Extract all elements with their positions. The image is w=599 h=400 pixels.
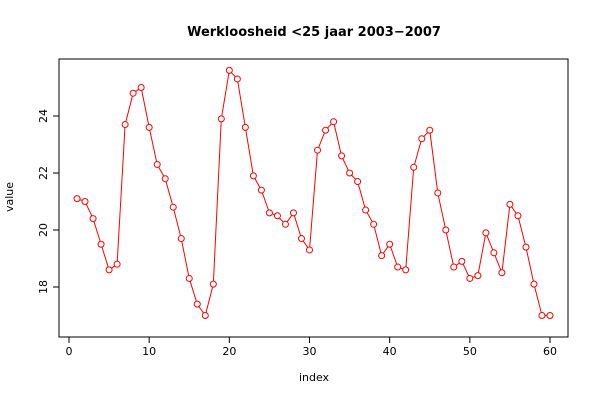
data-point (434, 189, 442, 197)
data-point (121, 121, 129, 129)
x-tick-label: 10 (142, 345, 156, 358)
x-axis: 0 10 20 30 40 50 60 (66, 336, 557, 358)
data-point (442, 226, 450, 234)
y-tick-label: 24 (37, 109, 50, 123)
data-point (490, 249, 498, 257)
data-point (81, 198, 89, 205)
data-point (506, 200, 514, 208)
data-point (450, 263, 458, 271)
data-point (113, 260, 121, 268)
data-point (410, 163, 418, 171)
x-tick-label: 40 (383, 345, 397, 358)
y-axis: 18 20 22 24 (37, 109, 60, 294)
data-point (458, 257, 466, 265)
x-tick-label: 60 (543, 345, 557, 358)
y-tick-label: 22 (37, 166, 50, 180)
chart-title: Werkloosheid <25 jaar 2003−2007 (187, 25, 441, 40)
data-point (105, 266, 113, 274)
data-point (522, 243, 530, 251)
data-point (370, 220, 378, 228)
data-point (530, 280, 538, 288)
data-point (249, 172, 257, 180)
data-point (402, 266, 410, 274)
data-point (418, 135, 426, 143)
y-tick-label: 20 (37, 223, 50, 237)
data-point (73, 195, 81, 203)
data-point (466, 274, 474, 282)
data-point (394, 263, 402, 271)
data-point (89, 215, 97, 223)
data-point (161, 175, 169, 183)
data-point (498, 269, 506, 277)
x-tick-label: 20 (222, 345, 236, 358)
x-tick-label: 30 (303, 345, 317, 358)
data-point (265, 209, 273, 217)
data-point (169, 203, 177, 211)
data-point (217, 115, 225, 123)
data-point (273, 212, 281, 220)
data-point (177, 235, 185, 243)
data-point (314, 146, 322, 154)
data-point (474, 272, 482, 280)
data-point (538, 312, 546, 319)
data-point (209, 280, 217, 288)
data-point (185, 274, 193, 282)
data-point (546, 312, 554, 319)
data-point (281, 220, 289, 228)
data-point (153, 160, 161, 168)
data-point (338, 152, 346, 160)
data-point (346, 169, 354, 177)
data-point (145, 123, 153, 131)
data-point (233, 75, 241, 83)
data-point (225, 66, 233, 74)
data-series (73, 66, 554, 319)
data-point (137, 84, 145, 91)
y-tick-label: 18 (37, 280, 50, 294)
data-point (426, 126, 434, 134)
data-point (257, 186, 265, 194)
data-point (97, 240, 105, 248)
data-point (193, 300, 201, 308)
data-point (322, 126, 330, 134)
data-point (354, 178, 362, 186)
data-point (201, 312, 209, 319)
data-point (514, 212, 522, 220)
data-point (378, 252, 386, 260)
x-tick-label: 50 (463, 345, 477, 358)
data-point (241, 123, 249, 131)
x-tick-label: 0 (66, 345, 73, 358)
data-point (289, 209, 297, 217)
data-point (297, 235, 305, 243)
y-axis-label: value (3, 182, 16, 212)
x-axis-label: index (299, 371, 330, 384)
data-point (330, 118, 338, 126)
data-point (362, 206, 370, 214)
data-point (482, 229, 490, 237)
data-point (306, 246, 313, 254)
data-point (129, 89, 137, 97)
data-point (386, 240, 394, 248)
